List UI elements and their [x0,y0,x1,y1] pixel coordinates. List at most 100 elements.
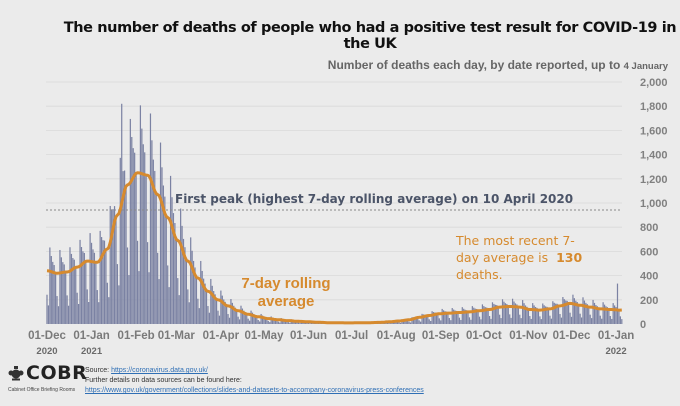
daily-bar [146,242,149,324]
daily-bar [458,317,461,324]
daily-bar [603,304,606,324]
daily-bar [555,303,557,324]
daily-bar [96,290,98,324]
daily-bar [556,303,558,324]
recent-value: 130 [556,250,583,265]
y-tick-label: 1,400 [640,150,668,162]
daily-bar [523,303,525,324]
daily-bar [286,320,288,324]
daily-bar [145,175,147,324]
daily-bar [575,300,577,324]
x-tick-label: 01-Apr [203,330,240,342]
daily-bar [605,306,607,324]
daily-bar [582,297,584,324]
daily-bar [524,305,527,324]
peak-label: First peak (highest 7-day rolling averag… [175,192,573,206]
daily-bar [500,318,502,324]
subtitle-main: Number of deaths each day, by date repor… [327,58,621,72]
daily-bar [78,303,80,324]
daily-bar [602,302,604,324]
daily-bar [267,321,269,324]
daily-bar [307,322,310,324]
y-axis: 0 200 400 600 800 1,000 1,200 1,400 1,600 1,800 2,… [640,77,668,331]
x-tick-label: 01-May [244,330,284,342]
daily-bar [444,311,446,324]
daily-bar [447,313,449,324]
daily-bar [50,256,52,324]
daily-bar [497,307,499,324]
daily-bar [47,305,50,324]
daily-bar [169,175,172,324]
daily-bar [123,170,126,324]
daily-bar [99,230,101,324]
daily-bar [591,318,593,324]
daily-bar [174,223,176,324]
daily-bar [119,157,121,324]
daily-bar [432,312,435,324]
daily-bar [261,315,264,324]
daily-bar [471,306,473,324]
daily-bar [75,267,77,324]
daily-bar [240,305,242,324]
daily-bar [158,279,160,324]
x-tick-label: 01-Dec [28,330,66,342]
daily-bar [598,308,600,324]
daily-bar [473,307,475,324]
daily-bar [102,240,104,324]
daily-bar [289,322,291,324]
daily-bar [138,271,140,324]
daily-bar [126,247,129,324]
daily-bar [454,310,456,324]
source-link[interactable]: https://coronavirus.data.gov.uk/ [111,367,208,374]
x-tick-label: 01-Dec [553,330,591,342]
daily-bar [417,317,419,324]
daily-bar [409,322,412,324]
daily-bar [615,307,617,324]
logo-text: COBR [26,362,88,384]
daily-bar [542,303,544,324]
details-link[interactable]: https://www.gov.uk/government/collection… [85,387,424,394]
daily-bar [82,251,84,324]
y-tick-label: 1,200 [640,174,668,186]
daily-bar [532,303,534,324]
daily-bar [142,144,144,324]
daily-bar [243,310,245,324]
daily-bar [404,319,406,324]
daily-bar [208,312,210,324]
daily-bar [66,295,68,324]
daily-bar [614,305,616,324]
y-tick-label: 2,000 [640,77,668,89]
daily-bar [450,320,452,324]
daily-bar [95,262,97,324]
daily-bar [460,319,462,324]
daily-bar [217,310,219,324]
daily-bar [440,320,442,324]
daily-bar [139,105,142,324]
daily-bar [70,253,73,324]
daily-bar [46,294,48,324]
daily-bar [172,213,175,324]
daily-bar [516,304,518,324]
daily-bar [546,306,548,324]
daily-bar [618,310,620,324]
x-tick-label: 01-Jun [290,330,327,342]
daily-bar [422,314,425,324]
daily-bar [227,314,229,324]
daily-bar [65,272,67,324]
daily-bar [514,303,517,324]
daily-bar [443,310,445,324]
daily-bar [250,310,252,324]
daily-bar [90,242,93,324]
daily-bar [197,298,199,324]
daily-bar [69,247,71,324]
daily-bar [136,240,139,324]
daily-bar [226,305,228,324]
daily-bar [56,296,58,324]
daily-bar [190,237,192,324]
daily-bar [79,239,81,324]
daily-bar [488,316,491,324]
daily-bar [211,285,213,324]
daily-bar [583,300,586,324]
subtitle-date: 4 January [623,61,668,72]
y-tick-label: 0 [640,319,646,331]
